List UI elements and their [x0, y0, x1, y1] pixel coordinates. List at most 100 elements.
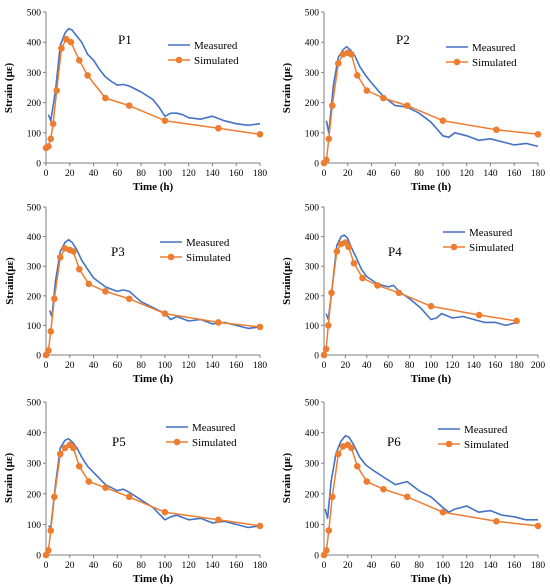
x-tick-label: 140 [467, 361, 482, 371]
x-tick-label: 20 [343, 561, 353, 571]
y-tick-label: 300 [305, 263, 320, 273]
y-tick-label: 0 [36, 352, 41, 362]
x-tick-label: 40 [89, 169, 99, 179]
x-tick-label: 140 [205, 169, 220, 179]
data-point-simulated [345, 243, 352, 251]
x-tick-label: 120 [182, 361, 197, 371]
legend-label: Measured [469, 227, 513, 239]
legend-label: Measured [194, 40, 238, 52]
x-tick-label: 100 [436, 169, 451, 179]
y-tick-label: 100 [27, 322, 42, 332]
x-tick-label: 120 [460, 561, 475, 571]
legend-marker [175, 56, 183, 64]
x-tick-label: 20 [341, 361, 351, 371]
data-point-simulated [322, 345, 330, 353]
data-point-simulated [47, 527, 55, 534]
data-point-simulated [45, 143, 52, 150]
y-tick-label: 200 [27, 292, 42, 302]
y-tick-label: 100 [305, 322, 320, 332]
x-tick-label: 140 [205, 361, 220, 371]
data-point-simulated [325, 527, 333, 534]
y-tick-label: 500 [27, 9, 42, 19]
x-tick-label: 160 [488, 361, 503, 371]
x-axis-label: Time (h) [411, 573, 452, 585]
data-point-simulated [53, 87, 60, 94]
data-point-simulated [353, 72, 361, 79]
x-tick-label: 20 [65, 561, 75, 571]
y-tick-label: 500 [305, 399, 320, 409]
x-tick-label: 20 [343, 169, 353, 179]
data-point-simulated [215, 319, 222, 326]
x-tick-label: 160 [507, 561, 522, 571]
y-axis-label: Strain (με) [3, 62, 15, 113]
series-line-simulated [323, 444, 539, 556]
data-point-simulated [403, 493, 411, 501]
panel-title: P5 [112, 434, 126, 449]
data-point-simulated [513, 317, 520, 325]
legend-marker [167, 253, 175, 261]
x-tick-label: 180 [253, 169, 268, 179]
x-tick-label: 140 [205, 561, 220, 571]
data-point-simulated [215, 124, 222, 132]
data-point-simulated [62, 35, 70, 43]
y-tick-label: 400 [305, 39, 320, 49]
y-tick-label: 100 [27, 129, 42, 139]
x-tick-label: 20 [65, 361, 75, 371]
legend-label: Measured [192, 422, 236, 434]
y-tick-label: 400 [27, 429, 42, 439]
x-tick-label: 180 [509, 361, 524, 371]
data-point-simulated [75, 57, 83, 64]
x-tick-label: 120 [445, 361, 460, 371]
x-tick-label: 0 [44, 361, 49, 371]
data-point-simulated [51, 493, 58, 501]
data-point-simulated [374, 282, 381, 289]
data-point-simulated [70, 248, 77, 255]
x-tick-label: 120 [460, 169, 475, 179]
series-line-measured [325, 45, 539, 148]
data-point-simulated [84, 72, 91, 79]
x-tick-label: 40 [367, 561, 377, 571]
x-tick-label: 140 [483, 561, 498, 571]
data-point-simulated [256, 323, 264, 331]
data-point-simulated [534, 522, 542, 530]
data-point-simulated [403, 102, 411, 109]
series-line-simulated [323, 241, 517, 356]
y-tick-label: 200 [305, 99, 320, 109]
series-line-simulated [45, 444, 261, 556]
data-point-simulated [363, 478, 371, 485]
y-tick-label: 0 [314, 160, 319, 170]
y-tick-label: 500 [27, 399, 42, 409]
x-tick-label: 80 [136, 561, 146, 571]
legend-label: Simulated [186, 252, 231, 264]
data-point-simulated [75, 462, 83, 470]
panel-title: P1 [118, 32, 132, 47]
data-point-simulated [102, 288, 109, 295]
data-point-simulated [256, 522, 264, 530]
panel-title: P3 [111, 244, 125, 259]
data-point-simulated [161, 508, 169, 516]
data-point-simulated [102, 484, 109, 491]
data-point-simulated [439, 117, 447, 125]
data-point-simulated [380, 485, 387, 493]
panel-title: P6 [387, 434, 401, 449]
data-point-simulated [534, 131, 542, 138]
data-point-simulated [334, 60, 342, 67]
data-point-simulated [363, 87, 371, 94]
y-tick-label: 300 [27, 263, 42, 273]
y-tick-label: 300 [27, 460, 42, 470]
legend-label: Measured [464, 424, 508, 436]
y-tick-label: 200 [305, 490, 320, 500]
x-axis-label: Time (h) [133, 573, 174, 585]
series-line-measured [47, 437, 261, 529]
x-tick-label: 180 [253, 361, 268, 371]
data-point-simulated [427, 302, 435, 310]
data-point-simulated [475, 311, 483, 319]
x-tick-label: 100 [436, 561, 451, 571]
y-tick-label: 400 [27, 39, 42, 49]
x-tick-label: 100 [424, 361, 439, 371]
y-tick-label: 200 [305, 292, 320, 302]
data-point-simulated [161, 117, 169, 125]
legend-marker [173, 438, 181, 446]
data-point-simulated [439, 508, 447, 516]
legend-marker [453, 58, 461, 66]
